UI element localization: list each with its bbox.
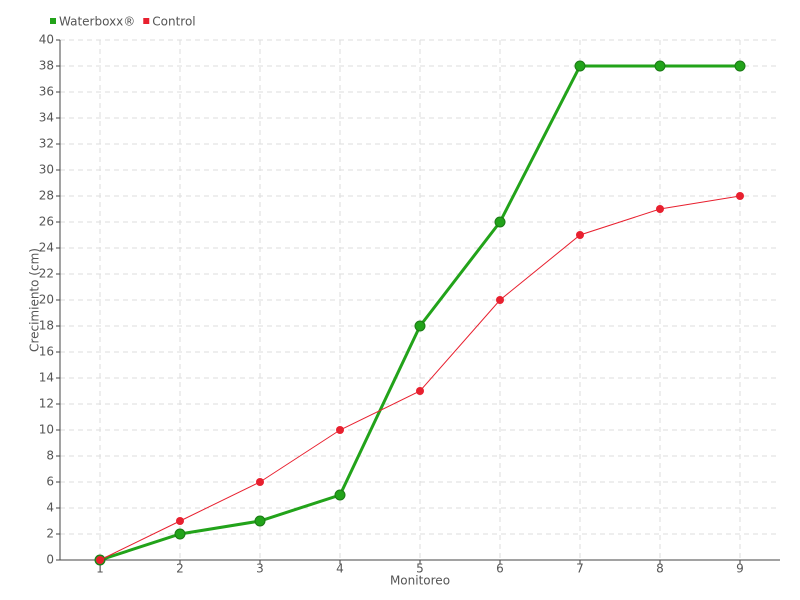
y-tick-label: 26 [39,215,54,229]
y-tick-label: 8 [46,449,54,463]
y-tick-label: 18 [39,319,54,333]
x-tick-label: 4 [336,562,344,576]
y-tick-label: 30 [39,163,54,177]
y-tick-label: 24 [39,241,54,255]
y-tick-label: 28 [39,189,54,203]
data-point [334,489,346,501]
legend-label: Control [152,15,195,29]
data-point [576,231,584,239]
y-tick-label: 32 [39,137,54,151]
data-point [496,296,504,304]
y-tick-label: 16 [39,345,54,359]
x-tick-label: 5 [416,562,424,576]
x-tick-label: 9 [736,562,744,576]
data-point [174,528,186,540]
data-point [736,192,744,200]
y-tick-label: 2 [46,527,54,541]
y-tick-label: 12 [39,397,54,411]
data-point [254,515,266,527]
x-tick-label: 8 [656,562,664,576]
x-axis-label: Monitoreo [390,574,450,588]
y-tick-label: 34 [39,111,54,125]
data-point [656,205,664,213]
y-tick-label: 40 [39,33,54,47]
y-tick-label: 38 [39,59,54,73]
y-tick-label: 0 [46,553,54,567]
y-tick-label: 22 [39,267,54,281]
y-tick-label: 10 [39,423,54,437]
data-point [336,426,344,434]
x-tick-label: 6 [496,562,504,576]
data-point [734,60,746,72]
y-tick-label: 14 [39,371,54,385]
y-axis-label: Crecimiento (cm) [28,248,42,352]
x-tick-label: 3 [256,562,264,576]
data-point [414,320,426,332]
legend-marker [50,18,56,24]
data-point [494,216,506,228]
x-tick-label: 1 [96,562,104,576]
legend-label: Waterboxx® [59,15,135,29]
legend-marker [143,18,150,24]
x-tick-label: 7 [576,562,584,576]
data-point [96,556,104,564]
data-point [176,517,184,525]
y-tick-label: 36 [39,85,54,99]
x-tick-label: 2 [176,562,184,576]
data-point [574,60,586,72]
y-tick-label: 20 [39,293,54,307]
y-tick-label: 4 [46,501,54,515]
y-tick-label: 6 [46,475,54,489]
data-point [654,60,666,72]
data-point [256,478,264,486]
data-point [416,387,424,395]
